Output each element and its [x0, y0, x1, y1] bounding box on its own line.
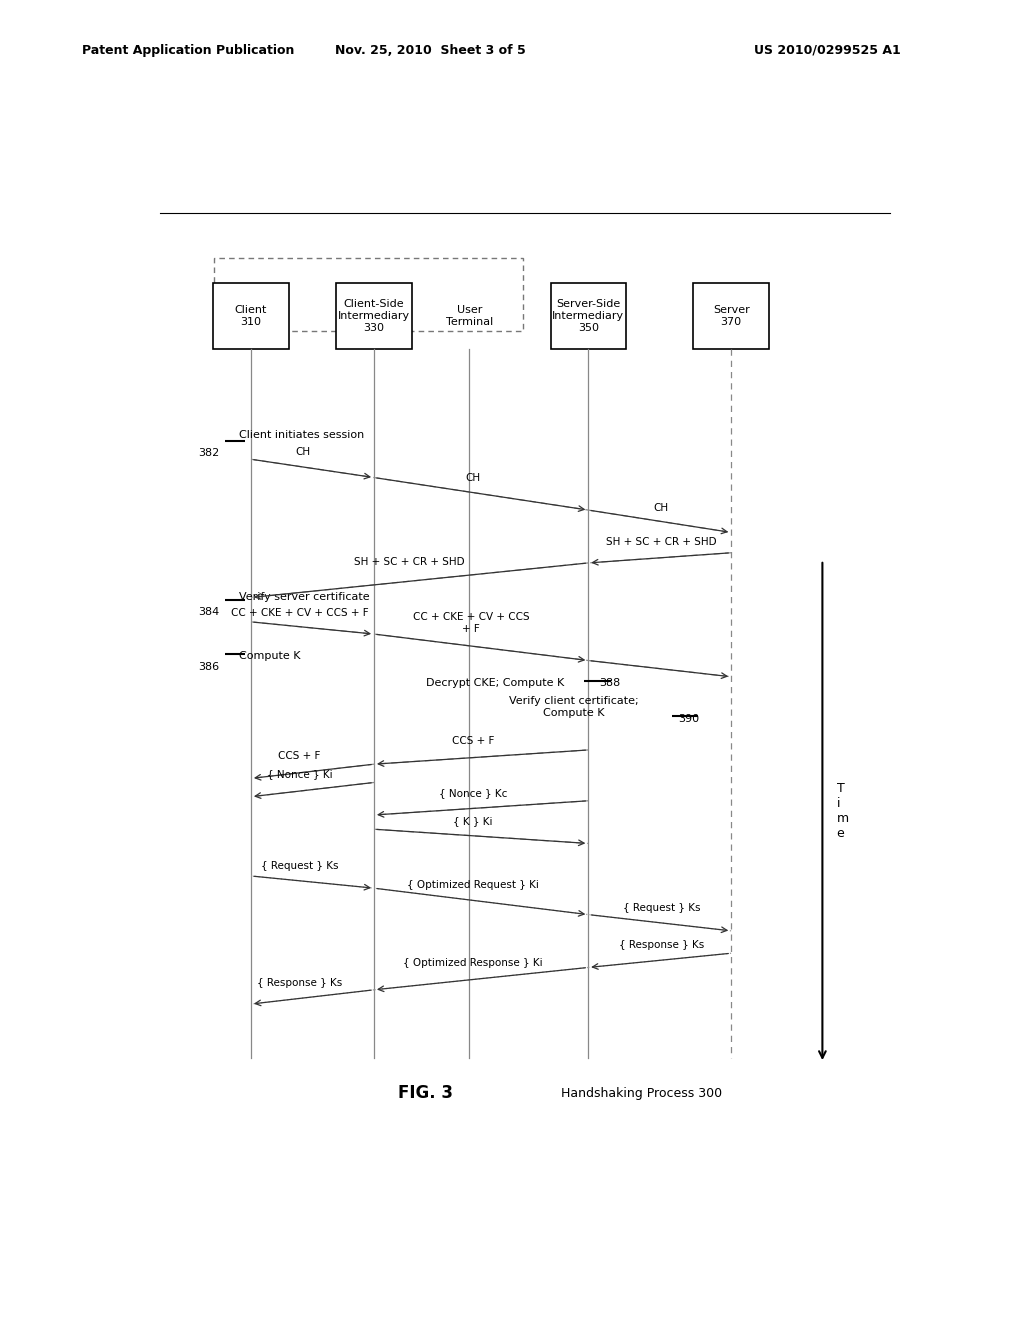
Text: { Request } Ks: { Request } Ks	[261, 861, 338, 871]
FancyBboxPatch shape	[213, 282, 289, 348]
Text: { Nonce } Kc: { Nonce } Kc	[439, 788, 508, 797]
Text: 390: 390	[678, 714, 699, 725]
Text: Decrypt CKE; Compute K: Decrypt CKE; Compute K	[426, 678, 564, 688]
Text: CH: CH	[466, 473, 481, 483]
Text: CC + CKE + CV + CCS
+ F: CC + CKE + CV + CCS + F	[413, 612, 529, 634]
FancyBboxPatch shape	[551, 282, 626, 348]
Text: 386: 386	[198, 661, 219, 672]
Text: Handshaking Process 300: Handshaking Process 300	[560, 1086, 722, 1100]
Text: Patent Application Publication: Patent Application Publication	[82, 44, 294, 57]
Text: Verify client certificate;
Compute K: Verify client certificate; Compute K	[509, 697, 639, 718]
Text: { K } Ki: { K } Ki	[454, 816, 493, 826]
Text: 388: 388	[599, 678, 620, 688]
Text: { Response } Ks: { Response } Ks	[257, 978, 342, 987]
Text: { Nonce } Ki: { Nonce } Ki	[266, 770, 332, 779]
Text: User
Terminal: User Terminal	[445, 305, 493, 327]
Text: { Response } Ks: { Response } Ks	[618, 940, 703, 950]
Text: CCS + F: CCS + F	[452, 735, 495, 746]
Text: CCS + F: CCS + F	[279, 751, 321, 762]
Text: Nov. 25, 2010  Sheet 3 of 5: Nov. 25, 2010 Sheet 3 of 5	[335, 44, 525, 57]
Text: Server
370: Server 370	[713, 305, 750, 327]
Text: SH + SC + CR + SHD: SH + SC + CR + SHD	[354, 557, 465, 568]
FancyBboxPatch shape	[336, 282, 412, 348]
Text: { Optimized Request } Ki: { Optimized Request } Ki	[408, 880, 540, 890]
Text: { Optimized Response } Ki: { Optimized Response } Ki	[403, 958, 543, 969]
Text: Client-Side
Intermediary
330: Client-Side Intermediary 330	[338, 300, 410, 333]
Text: FIG. 3: FIG. 3	[398, 1085, 453, 1102]
Text: SH + SC + CR + SHD: SH + SC + CR + SHD	[606, 537, 717, 546]
Text: 382: 382	[198, 449, 219, 458]
Text: CC + CKE + CV + CCS + F: CC + CKE + CV + CCS + F	[230, 607, 369, 618]
Text: Compute K: Compute K	[240, 652, 301, 661]
Text: Client initiates session: Client initiates session	[240, 430, 365, 440]
Text: Verify server certificate: Verify server certificate	[240, 593, 370, 602]
FancyBboxPatch shape	[693, 282, 769, 348]
Text: CH: CH	[295, 447, 310, 457]
Text: US 2010/0299525 A1: US 2010/0299525 A1	[755, 44, 901, 57]
Text: CH: CH	[653, 503, 669, 513]
Text: T
i
m
e: T i m e	[837, 783, 849, 841]
Text: 384: 384	[198, 607, 219, 616]
Text: Server-Side
Intermediary
350: Server-Side Intermediary 350	[552, 300, 625, 333]
Text: { Request } Ks: { Request } Ks	[623, 903, 700, 912]
Text: Client
310: Client 310	[234, 305, 267, 327]
